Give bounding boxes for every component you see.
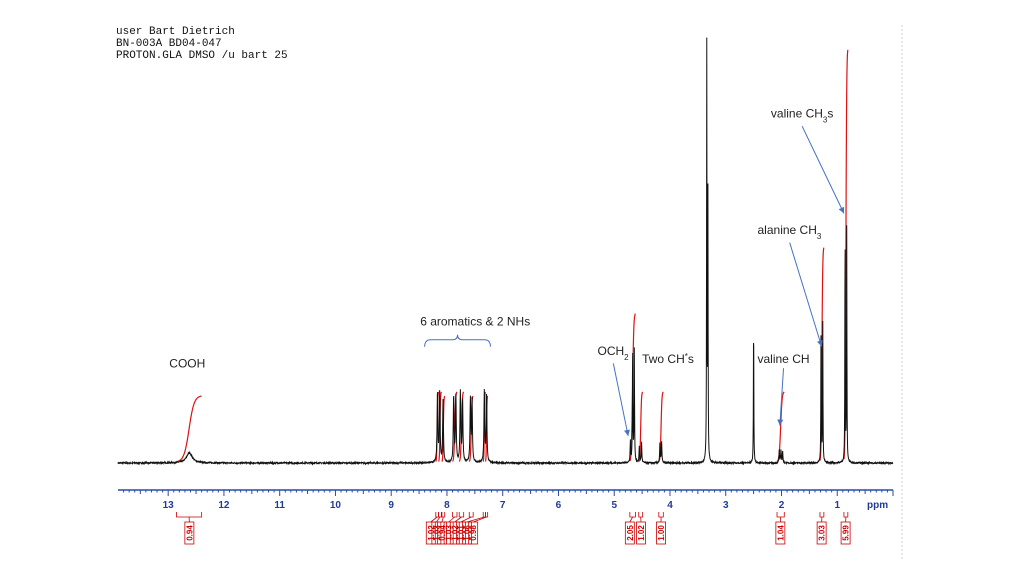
integral-leader-6 [460, 516, 472, 523]
integral-bracket-3 [441, 512, 446, 518]
integral-curve-5 [458, 391, 465, 462]
integral-bracket-10 [638, 512, 644, 518]
integral-box-14 [840, 521, 851, 545]
integral-box-3 [437, 521, 447, 545]
integral-box-10 [636, 521, 646, 545]
integral-box-11 [656, 521, 666, 545]
x-tick-label-2: 2 [779, 500, 785, 511]
integral-value-2: 1.03 [432, 525, 441, 541]
integral-bracket-6 [468, 512, 474, 518]
integral-leader-2 [436, 516, 441, 523]
integral-box-8 [468, 521, 479, 545]
integral-bracket-13 [819, 512, 825, 518]
x-tick-label-1: 1 [834, 500, 840, 511]
spectrum-line [117, 37, 894, 466]
integral-box-4 [443, 521, 454, 545]
integral-value-6: 1.01 [457, 525, 466, 541]
integral-box-2 [431, 521, 442, 545]
integral-value-13: 3.03 [818, 525, 827, 541]
integral-bracket-0 [176, 512, 203, 518]
annotation-arrow-6 [801, 126, 845, 214]
integral-curve-0 [176, 395, 202, 463]
annotation-arrow-2 [612, 363, 630, 437]
integral-box-12 [775, 521, 786, 545]
annotation-3: Two CH*s [642, 352, 694, 367]
integral-box-6 [455, 521, 466, 545]
aromatic-bracket [424, 334, 491, 347]
x-tick-label-5: 5 [611, 500, 617, 511]
integral-bracket-11 [658, 512, 664, 518]
integral-value-5: 1.02 [451, 525, 460, 541]
header-line-sample: BN-003A BD04-047 [116, 38, 222, 50]
annotation-arrow-5 [789, 242, 823, 347]
integral-value-1: 1.02 [427, 525, 436, 541]
integral-value-14: 5.99 [842, 525, 851, 541]
integral-value-0: 0.94 [185, 525, 194, 541]
integral-leader-7 [466, 516, 485, 523]
integral-box-5 [449, 521, 460, 545]
integral-value-12: 1.04 [776, 525, 785, 541]
peak-annotations: COOH 6 aromatics & 2 NHs OCH2 Two CH*s valin… [169, 107, 845, 437]
integral-leader-1 [430, 516, 438, 523]
integral-value-11: 1.00 [657, 525, 666, 541]
x-tick-label-3: 3 [723, 500, 729, 511]
x-tick-label-13: 13 [163, 500, 175, 511]
ppm-axis: 13 12 11 10 9 8 7 6 5 4 3 2 1 ppm [118, 489, 894, 511]
integral-value-3: 0.94 [438, 525, 447, 541]
integral-bracket-2 [438, 512, 442, 518]
x-tick-label-11: 11 [274, 500, 285, 511]
x-tick-label-4: 4 [667, 500, 673, 511]
x-tick-label-6: 6 [556, 500, 562, 511]
annotation-arrow-4 [777, 368, 785, 426]
integral-curve-13 [819, 247, 825, 461]
header-line-experiment: PROTON.GLA DMSO /u bart 25 [116, 50, 288, 62]
x-tick-label-8: 8 [444, 500, 450, 511]
integral-box-9 [624, 521, 635, 545]
integral-box-0 [184, 521, 195, 545]
integral-bracket-12 [776, 512, 785, 518]
annotation-5: alanine CH3 [758, 223, 822, 241]
integral-bracket-4 [452, 512, 458, 518]
integral-box-7 [462, 521, 472, 545]
integral-box-1 [425, 521, 436, 545]
integral-bracket-14 [843, 512, 849, 518]
x-tick-label-12: 12 [218, 500, 230, 511]
integral-value-4: 1.03 [445, 525, 454, 541]
integral-curves [176, 49, 849, 463]
spectrum-trace [117, 37, 894, 466]
integral-bracket-8 [485, 512, 489, 518]
integral-value-10: 1.02 [637, 525, 646, 541]
x-tick-label-10: 10 [330, 500, 342, 511]
integral-value-9: 2.05 [626, 525, 635, 541]
integral-leader-3 [441, 516, 444, 523]
integral-leader-5 [454, 516, 462, 523]
integral-curve-10 [638, 391, 644, 462]
annotation-2: OCH2 [597, 344, 629, 362]
x-axis-label: ppm [867, 500, 888, 511]
annotation-1: 6 aromatics & 2 NHs [420, 315, 530, 329]
x-tick-label-7: 7 [500, 500, 506, 511]
integral-value-8: 0.98 [469, 525, 478, 541]
header-text: user Bart Dietrich BN-003A BD04-047 PROT… [116, 26, 288, 62]
x-tick-label-9: 9 [388, 500, 394, 511]
integral-box-13 [816, 521, 827, 545]
annotation-4: valine CH [758, 352, 810, 366]
integral-value-7: 1.06 [463, 525, 472, 541]
integral-leader-8 [473, 516, 487, 523]
annotation-6: valine CH3s [771, 107, 833, 125]
integral-bracket-9 [629, 512, 636, 518]
header-line-user: user Bart Dietrich [116, 26, 235, 38]
integral-leader-9 [629, 516, 633, 523]
integral-bracket-5 [458, 512, 465, 518]
annotation-0: COOH [169, 356, 205, 370]
integral-leader-4 [448, 516, 456, 523]
integral-value-labels: 0.94 1.021.030.941.031.021.011.060.98 2.05… [176, 512, 851, 545]
integral-bracket-1 [435, 512, 439, 518]
